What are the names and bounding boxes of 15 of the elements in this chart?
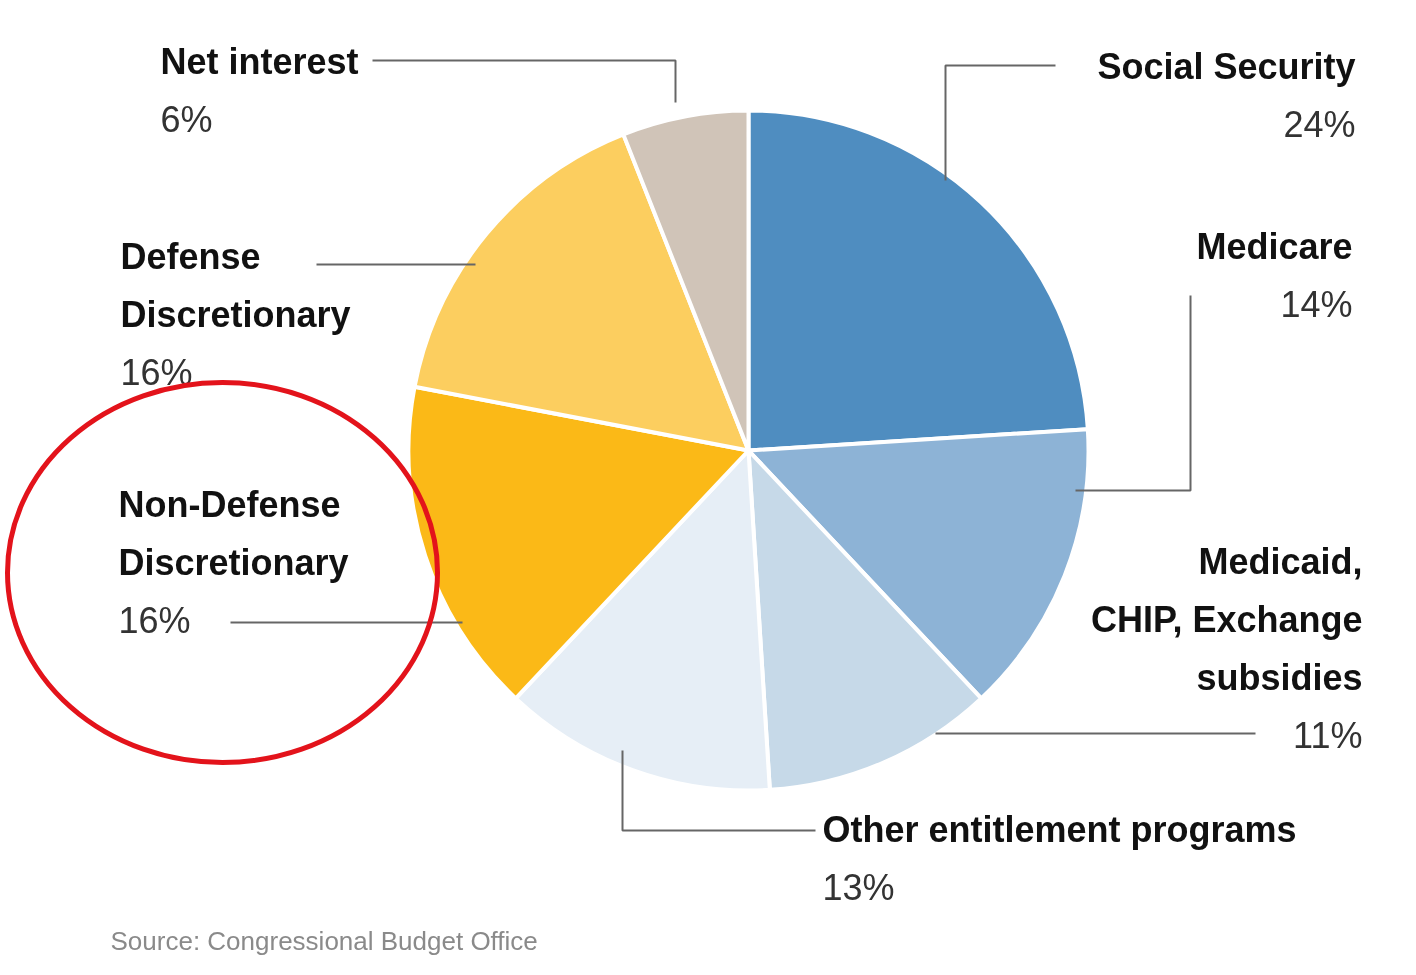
- data-label: 16%: [120, 351, 193, 393]
- source-note: Source: Congressional Budget Office: [110, 925, 538, 956]
- data-label: 14%: [1280, 283, 1353, 325]
- slice-label: Net interest: [160, 40, 359, 82]
- slice-label: Other entitlement programs: [822, 808, 1297, 850]
- slice-label: Medicaid, CHIP, Exchange subsidies: [1091, 540, 1363, 698]
- data-label: 6%: [160, 98, 213, 140]
- slice-label: Medicare: [1196, 225, 1353, 267]
- data-label: 11%: [1293, 714, 1363, 756]
- slice-label: Defense Discretionary: [120, 235, 351, 335]
- data-label: 13%: [822, 866, 895, 908]
- data-label: 16%: [118, 599, 191, 641]
- data-label: 24%: [1283, 103, 1356, 145]
- slice-label: Non-Defense Discretionary: [118, 483, 349, 583]
- slice-label: Social Security: [1097, 45, 1356, 87]
